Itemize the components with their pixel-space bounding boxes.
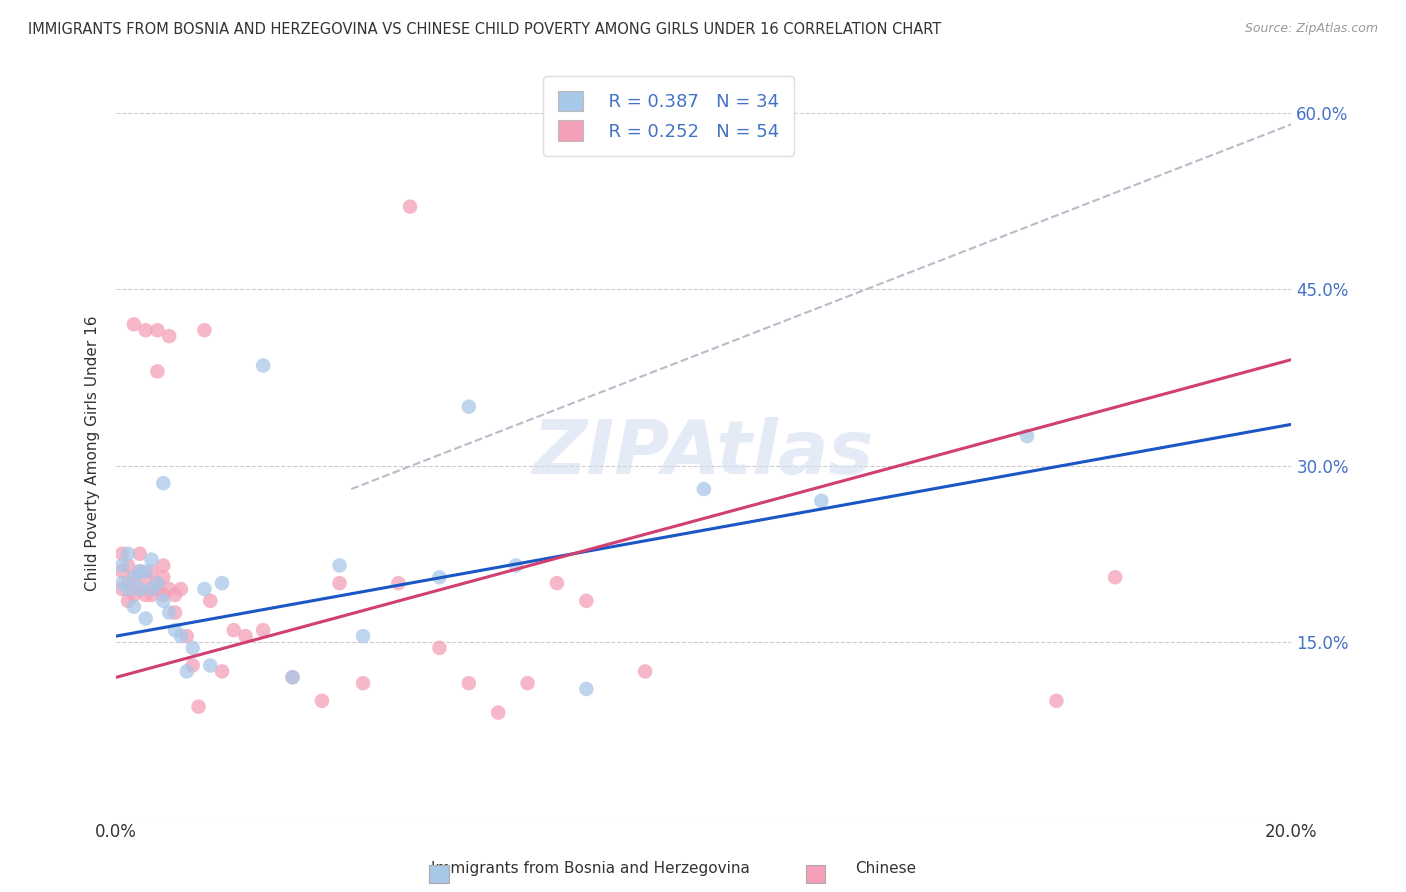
Point bbox=[170, 629, 193, 643]
Text: Source: ZipAtlas.com: Source: ZipAtlas.com bbox=[1244, 22, 1378, 36]
Point bbox=[141, 552, 163, 566]
Point bbox=[128, 565, 150, 579]
Point bbox=[193, 582, 215, 596]
Point bbox=[352, 676, 374, 690]
Point bbox=[135, 565, 157, 579]
Text: Immigrants from Bosnia and Herzegovina: Immigrants from Bosnia and Herzegovina bbox=[432, 861, 749, 876]
Point bbox=[575, 681, 598, 696]
Point bbox=[135, 611, 157, 625]
Text: ZIPAtlas: ZIPAtlas bbox=[533, 417, 875, 491]
Point bbox=[122, 570, 145, 584]
Point bbox=[163, 606, 186, 620]
Point bbox=[163, 624, 186, 638]
Point bbox=[128, 565, 150, 579]
Point bbox=[1015, 429, 1038, 443]
Point bbox=[141, 588, 163, 602]
Point bbox=[252, 624, 274, 638]
Point bbox=[117, 547, 139, 561]
Point bbox=[117, 576, 139, 591]
Point bbox=[546, 576, 568, 591]
Point bbox=[200, 658, 222, 673]
Point bbox=[122, 570, 145, 584]
Point bbox=[329, 576, 352, 591]
Point bbox=[122, 588, 145, 602]
Point bbox=[235, 629, 257, 643]
Point bbox=[211, 665, 233, 679]
Point bbox=[429, 570, 451, 584]
Point bbox=[146, 323, 169, 337]
Point bbox=[152, 570, 174, 584]
Point bbox=[128, 547, 150, 561]
Point bbox=[516, 676, 538, 690]
Point bbox=[693, 482, 716, 496]
Point bbox=[152, 594, 174, 608]
Point bbox=[329, 558, 352, 573]
Point bbox=[111, 547, 134, 561]
Point bbox=[111, 565, 134, 579]
Point bbox=[176, 665, 198, 679]
Point bbox=[117, 582, 139, 596]
Point bbox=[387, 576, 409, 591]
Point bbox=[111, 576, 134, 591]
Point bbox=[146, 364, 169, 378]
Point bbox=[181, 658, 204, 673]
Point bbox=[157, 582, 180, 596]
Point bbox=[135, 323, 157, 337]
Point bbox=[181, 640, 204, 655]
Point bbox=[128, 582, 150, 596]
Point bbox=[575, 594, 598, 608]
Y-axis label: Child Poverty Among Girls Under 16: Child Poverty Among Girls Under 16 bbox=[86, 316, 100, 591]
Point bbox=[135, 570, 157, 584]
Point bbox=[146, 582, 169, 596]
Point bbox=[141, 582, 163, 596]
Point bbox=[311, 694, 333, 708]
Point bbox=[281, 670, 304, 684]
Point bbox=[111, 558, 134, 573]
Point bbox=[152, 588, 174, 602]
Point bbox=[146, 576, 169, 591]
Point bbox=[122, 599, 145, 614]
Point bbox=[429, 640, 451, 655]
Point bbox=[146, 576, 169, 591]
Point bbox=[157, 606, 180, 620]
Point bbox=[211, 576, 233, 591]
Point bbox=[176, 629, 198, 643]
Point bbox=[457, 676, 479, 690]
Point bbox=[634, 665, 657, 679]
Legend:   R = 0.387   N = 34,   R = 0.252   N = 54: R = 0.387 N = 34, R = 0.252 N = 54 bbox=[543, 76, 794, 156]
Point bbox=[141, 582, 163, 596]
Text: IMMIGRANTS FROM BOSNIA AND HERZEGOVINA VS CHINESE CHILD POVERTY AMONG GIRLS UNDE: IMMIGRANTS FROM BOSNIA AND HERZEGOVINA V… bbox=[28, 22, 942, 37]
Point bbox=[163, 588, 186, 602]
Point bbox=[193, 323, 215, 337]
Point bbox=[111, 582, 134, 596]
Point bbox=[810, 493, 832, 508]
Text: Chinese: Chinese bbox=[855, 861, 917, 876]
Point bbox=[128, 582, 150, 596]
Point bbox=[152, 558, 174, 573]
Point bbox=[399, 200, 422, 214]
Point bbox=[222, 624, 245, 638]
Point bbox=[141, 565, 163, 579]
Point bbox=[1045, 694, 1067, 708]
Point bbox=[486, 706, 509, 720]
Point bbox=[117, 558, 139, 573]
Point bbox=[170, 582, 193, 596]
Point bbox=[281, 670, 304, 684]
Point bbox=[152, 476, 174, 491]
Point bbox=[252, 359, 274, 373]
Point bbox=[187, 699, 209, 714]
Point bbox=[505, 558, 527, 573]
Point bbox=[200, 594, 222, 608]
Point bbox=[352, 629, 374, 643]
Point bbox=[135, 588, 157, 602]
Point bbox=[117, 594, 139, 608]
Point bbox=[457, 400, 479, 414]
Point bbox=[157, 329, 180, 343]
Point bbox=[122, 318, 145, 332]
Point bbox=[1104, 570, 1126, 584]
